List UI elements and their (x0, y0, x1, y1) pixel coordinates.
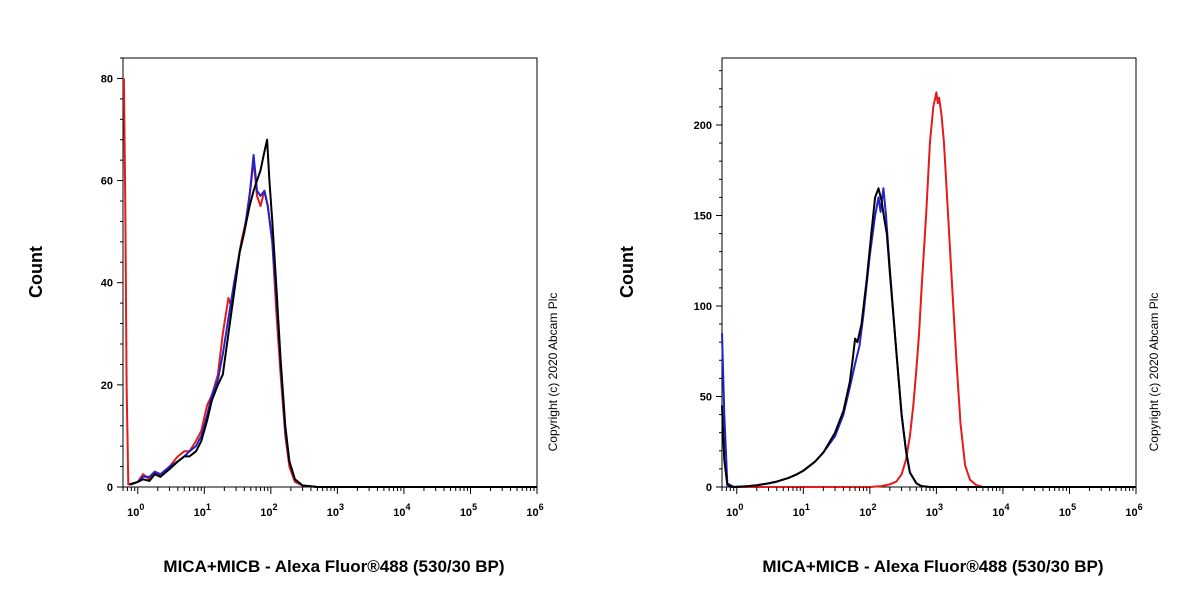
x-tick-exponent: 3 (938, 502, 943, 512)
y-axis-label: Count (617, 246, 637, 298)
x-tick-exponent: 3 (339, 502, 344, 512)
histogram-series-line (721, 187, 1136, 488)
x-tick-exponent: 5 (472, 502, 477, 512)
x-tick-label: 101 (194, 502, 211, 519)
y-tick-label: 20 (101, 380, 113, 392)
x-tick-base: 10 (726, 507, 738, 519)
x-axis-label: MICA+MICB - Alexa Fluor®488 (530/30 BP) (163, 557, 504, 576)
x-tick-label: 106 (526, 502, 543, 519)
x-tick-base: 10 (926, 507, 938, 519)
x-tick-exponent: 4 (406, 502, 411, 512)
series-group (122, 78, 537, 488)
x-tick-label: 102 (859, 502, 876, 519)
plot-frame (721, 57, 1137, 488)
x-tick-label: 106 (1125, 502, 1142, 519)
y-tick-label: 0 (107, 482, 113, 494)
x-tick-label: 101 (793, 502, 810, 519)
histogram-series-line (129, 138, 537, 488)
x-tick-base: 10 (526, 507, 538, 519)
y-axis-label: Count (26, 246, 46, 298)
histogram-series-line (129, 154, 537, 488)
x-tick-label: 103 (926, 502, 943, 519)
x-tick-base: 10 (793, 507, 805, 519)
x-axis-ticks: 100 101 102 103 104 105 106 (122, 487, 544, 519)
x-tick-exponent: 1 (206, 502, 211, 512)
y-tick-label: 80 (101, 73, 113, 85)
histogram-series-line (730, 91, 1136, 488)
histogram-series-line (122, 78, 537, 488)
x-tick-label: 104 (992, 502, 1009, 519)
x-tick-base: 10 (194, 507, 206, 519)
x-tick-label: 104 (393, 502, 410, 519)
x-tick-exponent: 2 (871, 502, 876, 512)
x-tick-label: 105 (460, 502, 477, 519)
series-group (721, 91, 1136, 488)
x-tick-label: 100 (726, 502, 743, 519)
y-tick-label: 40 (101, 278, 113, 290)
x-tick-exponent: 6 (539, 502, 544, 512)
copyright-watermark: Copyright (c) 2020 Abcam Plc (546, 293, 560, 452)
x-tick-exponent: 0 (139, 502, 144, 512)
copyright-watermark: Copyright (c) 2020 Abcam Plc (1147, 293, 1161, 452)
y-tick-label: 0 (706, 482, 712, 494)
x-tick-exponent: 5 (1071, 502, 1076, 512)
y-tick-label: 60 (101, 176, 113, 188)
x-tick-base: 10 (127, 507, 139, 519)
plot-frame (122, 57, 538, 488)
x-tick-exponent: 4 (1005, 502, 1010, 512)
x-tick-label: 105 (1059, 502, 1076, 519)
x-tick-label: 100 (127, 502, 144, 519)
x-tick-exponent: 6 (1138, 502, 1143, 512)
x-tick-base: 10 (460, 507, 472, 519)
x-tick-base: 10 (260, 507, 272, 519)
x-tick-base: 10 (859, 507, 871, 519)
x-tick-exponent: 2 (272, 502, 277, 512)
x-tick-base: 10 (393, 507, 405, 519)
x-axis-label: MICA+MICB - Alexa Fluor®488 (530/30 BP) (762, 557, 1103, 576)
y-tick-label: 100 (694, 301, 712, 313)
x-tick-base: 10 (992, 507, 1004, 519)
x-tick-base: 10 (1125, 507, 1137, 519)
x-tick-base: 10 (327, 507, 339, 519)
y-axis-ticks: 0 20 40 60 80 (101, 57, 123, 494)
x-tick-label: 102 (260, 502, 277, 519)
x-tick-label: 103 (327, 502, 344, 519)
y-tick-label: 150 (694, 210, 712, 222)
y-tick-label: 200 (694, 120, 712, 132)
x-tick-exponent: 1 (805, 502, 810, 512)
y-axis-ticks: 0 50 100 150 200 (694, 70, 722, 494)
histogram-series-line (721, 187, 1136, 488)
x-tick-base: 10 (1059, 507, 1071, 519)
x-tick-exponent: 0 (738, 502, 743, 512)
x-axis-ticks: 100 101 102 103 104 105 106 (721, 487, 1143, 519)
y-tick-label: 50 (700, 391, 712, 403)
